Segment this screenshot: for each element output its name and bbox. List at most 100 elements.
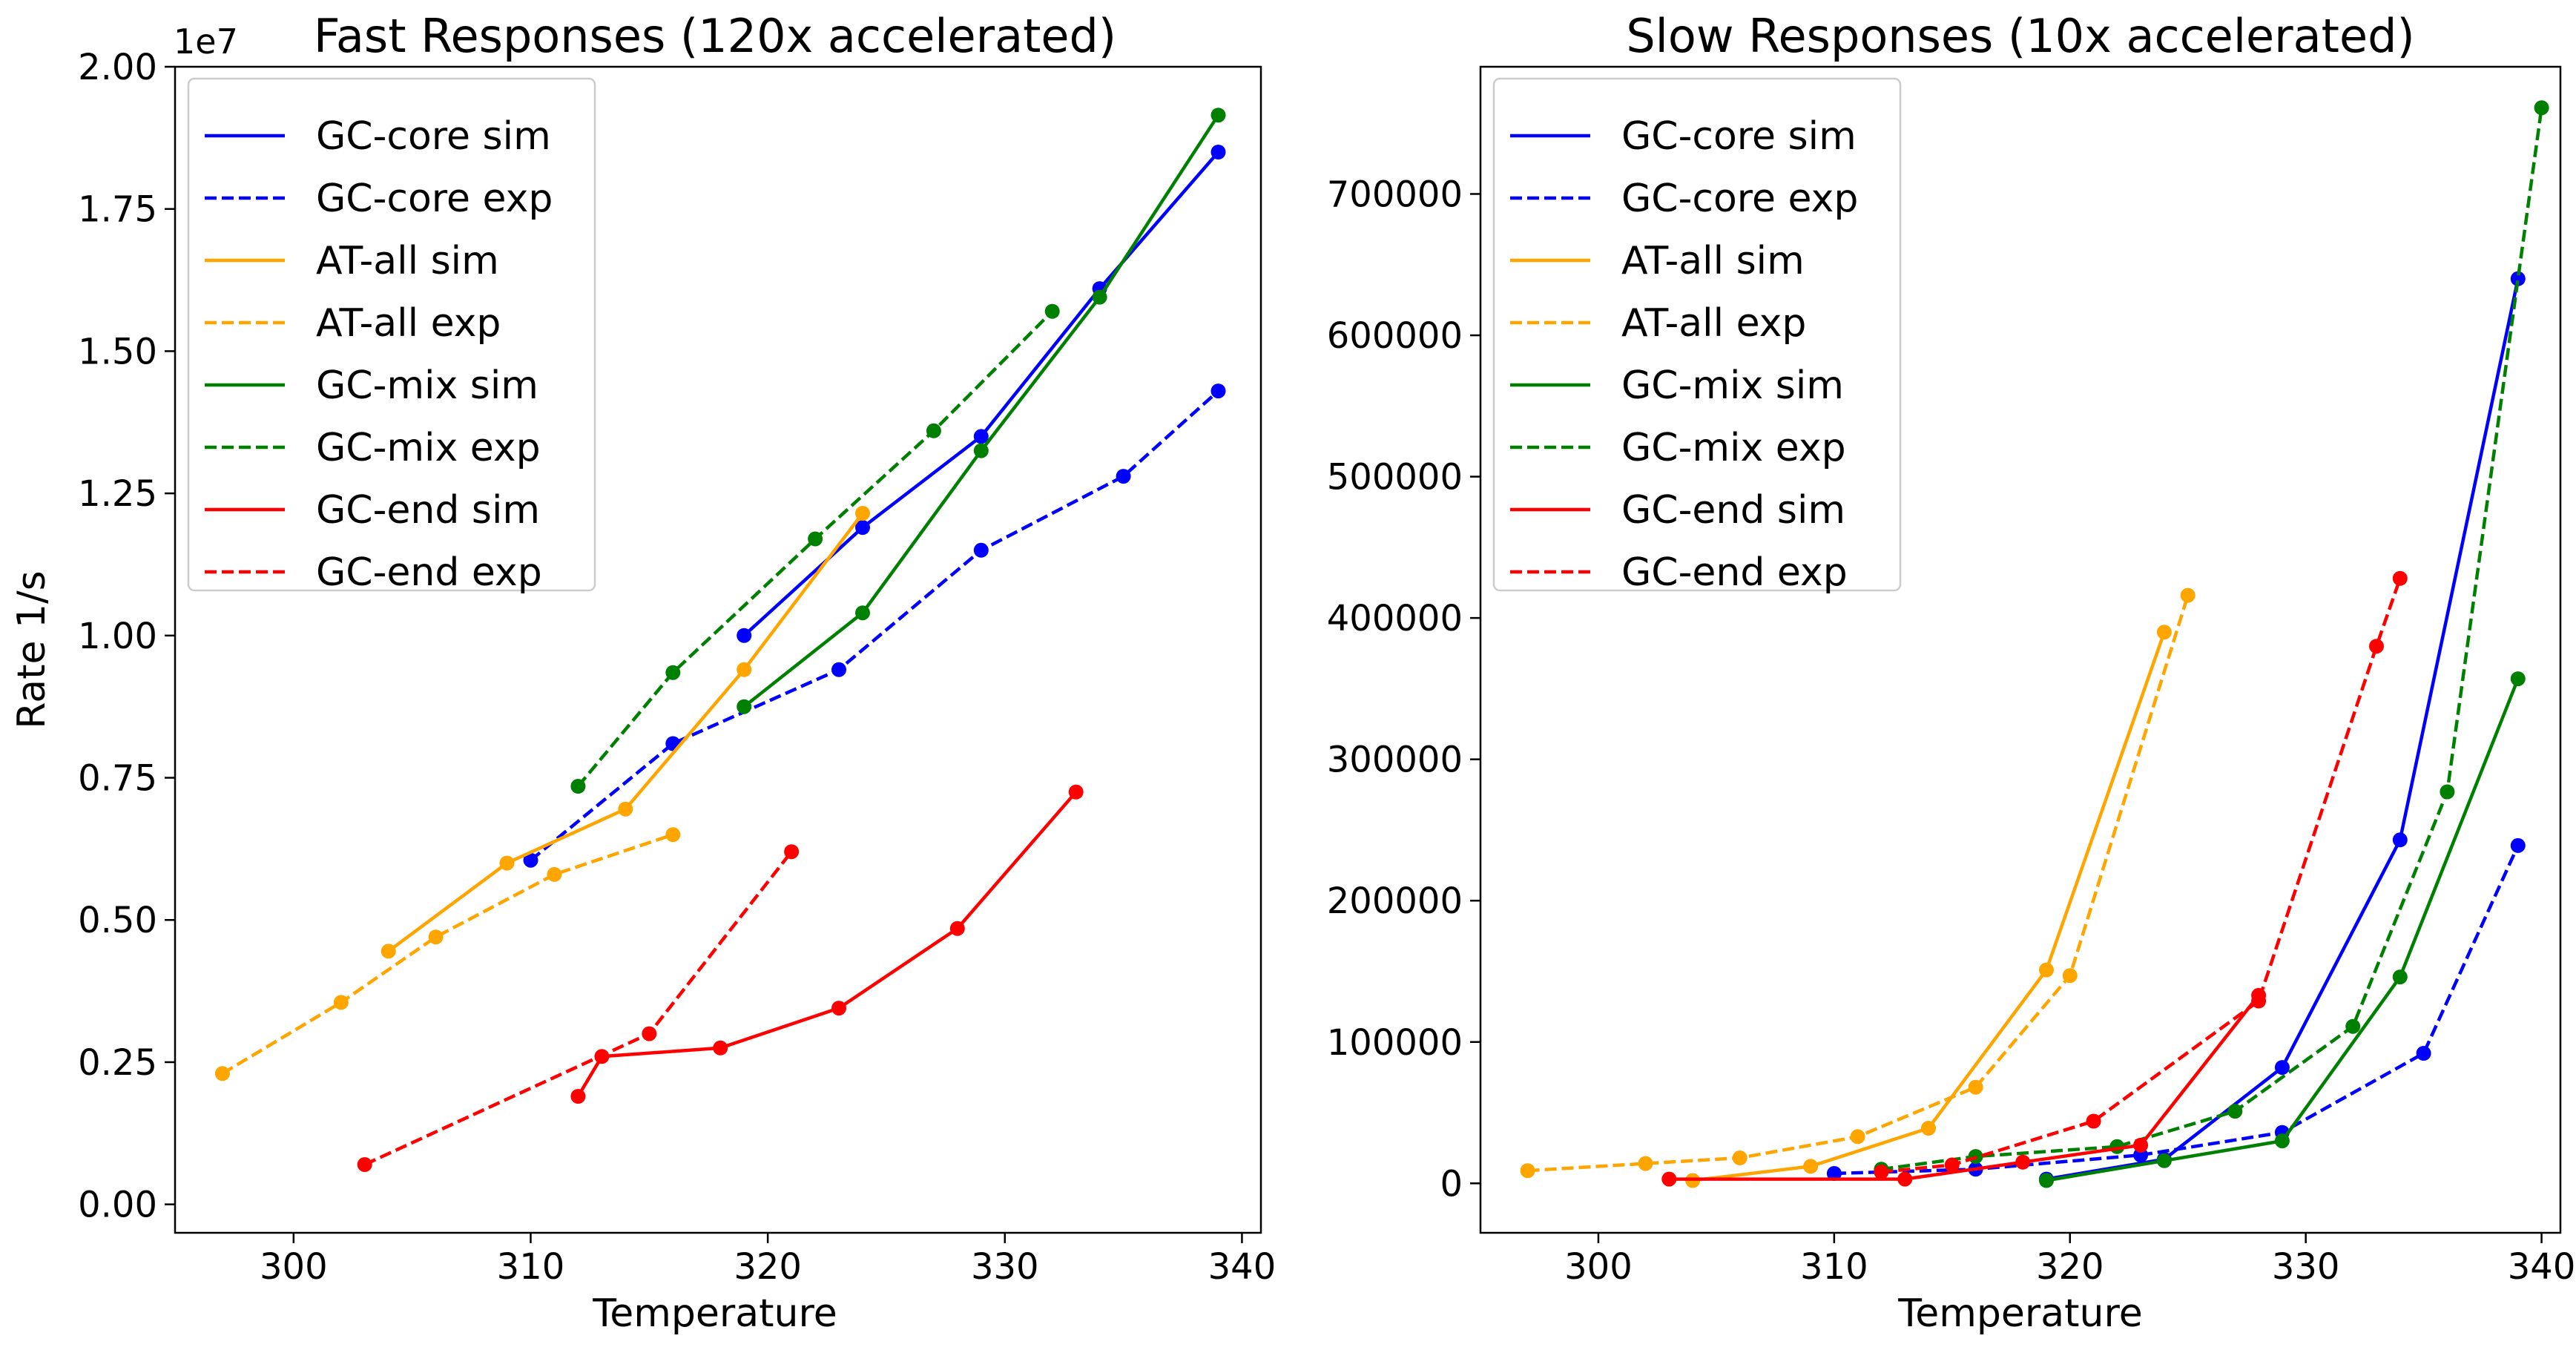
data-point [665,827,681,843]
data-point [1520,1163,1535,1179]
y-tick-label: 1.75 [78,189,157,231]
y-tick-label: 200000 [1327,880,1463,922]
data-point [737,662,752,677]
x-tick-label: 340 [1208,1246,1277,1288]
legend-label: GC-mix sim [316,363,538,408]
plot-frame [1479,65,2562,1234]
data-point [1116,469,1131,484]
y-tick-label: 600000 [1327,315,1463,357]
data-point [1210,108,1226,123]
legend-label: GC-core sim [1621,114,1857,159]
data-point [2510,271,2526,286]
data-point [855,520,870,536]
data-point [570,779,586,794]
series-gc-core-sim [2039,271,2526,1187]
data-point [973,429,989,444]
x-tick-label: 330 [2272,1246,2340,1288]
data-point [2086,1113,2101,1129]
data-point [333,995,349,1010]
legend-frame [187,77,596,592]
legend-label: GC-core exp [316,177,553,221]
data-point [973,542,989,558]
legend-label: GC-end sim [316,488,540,533]
y-tick-label: 0 [1440,1163,1463,1205]
data-point [2133,1137,2149,1153]
fast-responses-panel: Fast Responses (120x accelerated) 1e7 Ra… [10,9,1276,1336]
data-point [2039,962,2054,978]
series-gc-end-exp [357,844,800,1172]
data-point [1661,1171,1677,1187]
legend-label: GC-core exp [1621,177,1858,221]
legend-label: GC-core sim [316,114,551,159]
data-point [2534,100,2549,116]
data-point [831,1001,846,1016]
data-point [2440,784,2455,800]
y-tick-label: 700000 [1327,174,1463,215]
data-point [428,929,444,945]
series-gc-core-exp [523,383,1226,868]
x-axis-label: Temperature [1897,1291,2142,1336]
data-point [1638,1156,1653,1171]
slow-responses-panel: Slow Responses (10x accelerated) Tempera… [1327,9,2576,1336]
data-point [1210,383,1226,399]
data-point [1826,1166,1842,1181]
series-line [2046,278,2520,1181]
series-line [1834,844,2520,1176]
y-tick-label: 0.00 [78,1185,157,1226]
y-tick-label: 2.00 [78,47,157,88]
legend-label: AT-all exp [1621,301,1806,346]
legend-label: GC-mix exp [316,426,541,470]
series-line [742,113,1220,708]
y-tick-label: 1.50 [78,331,157,372]
x-tick-label: 330 [971,1246,1039,1288]
y-tick-label: 1.00 [78,616,157,657]
y-tick-label: 0.25 [78,1042,157,1084]
data-point [737,699,752,714]
series-line [530,389,1220,862]
series-line [1527,594,2190,1173]
data-point [2062,968,2078,984]
series-line [576,791,1078,1098]
data-point [808,531,823,547]
data-point [1044,303,1060,319]
series-gc-end-sim [570,784,1084,1104]
data-point [831,662,846,677]
data-point [357,1157,372,1172]
legend: GC-core sim GC-core exp AT-all sim AT-all e… [187,77,596,595]
legend-label: GC-end exp [1621,550,1848,595]
data-point [949,921,965,936]
legend-label: GC-mix sim [1621,363,1844,408]
data-point [642,1026,657,1041]
y-tick-label: 300000 [1327,740,1463,781]
data-point [2274,1060,2290,1076]
data-point [381,944,396,959]
data-point [665,665,681,680]
y-tick-label: 0.50 [78,900,157,941]
legend-label: GC-end exp [316,550,542,595]
series-gc-mix-sim [737,108,1226,714]
data-point [499,855,515,871]
y-axis-label: Rate 1/s [10,570,54,728]
legend-frame [1492,77,1902,592]
legend-label: GC-mix exp [1621,426,1846,470]
data-point [1068,784,1084,800]
data-point [547,866,562,882]
series-gc-mix-exp [1874,100,2549,1177]
series-at-all-sim [1685,625,2172,1188]
x-tick-label: 310 [1800,1246,1868,1288]
data-point [2369,639,2384,654]
series-line [1881,578,2402,1174]
data-point [784,844,800,860]
x-tick-label: 340 [2508,1246,2576,1288]
y-tick-label: 0.75 [78,758,157,800]
series-line [1692,631,2167,1182]
x-tick-label: 320 [2036,1246,2104,1288]
series-line [221,833,674,1076]
x-tick-label: 310 [497,1246,565,1288]
series-line [1669,994,2260,1181]
legend-label: AT-all exp [316,301,501,346]
data-point [523,852,538,868]
series-gc-mix-sim [2039,671,2526,1188]
data-point [1803,1159,1819,1174]
series-gc-mix-exp [570,303,1060,794]
